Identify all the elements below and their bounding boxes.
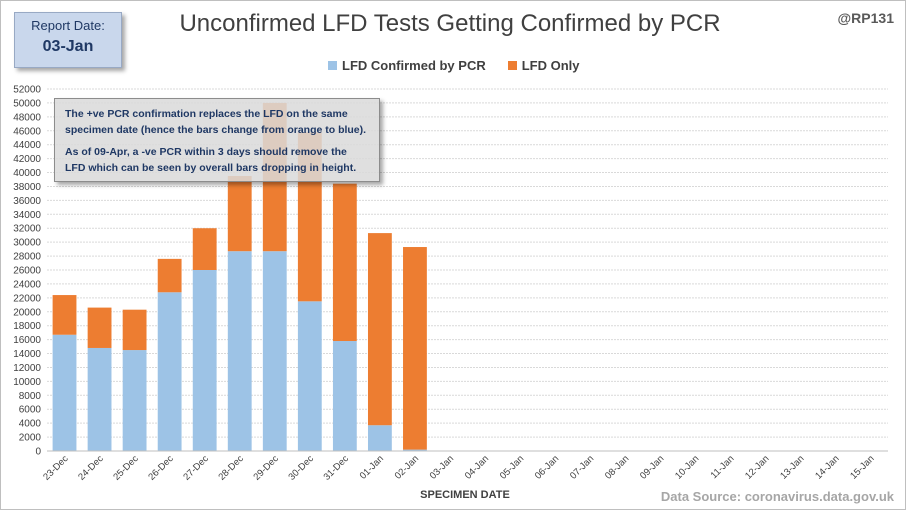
bar-confirmed-01-Jan <box>367 425 392 451</box>
y-tick-label: 26000 <box>13 266 41 277</box>
bar-lfd-only-25-Dec <box>122 309 147 351</box>
x-tick-label: 06-Jan <box>533 453 561 481</box>
legend-swatch-lfd-only <box>507 61 517 70</box>
bar-confirmed-24-Dec <box>87 347 112 451</box>
y-tick-label: 10000 <box>13 377 41 388</box>
x-tick-label: 11-Jan <box>709 453 737 481</box>
x-tick-label: 02-Jan <box>393 453 421 481</box>
y-tick-label: 48000 <box>13 112 41 123</box>
y-tick-label: 38000 <box>13 182 41 193</box>
annotation-line-2: As of 09-Apr, a -ve PCR within 3 days sh… <box>65 146 357 174</box>
bar-confirmed-26-Dec <box>157 292 182 451</box>
bar-lfd-only-28-Dec <box>227 176 252 252</box>
x-tick-label: 23-Dec <box>41 453 71 483</box>
bar-lfd-only-24-Dec <box>87 307 112 348</box>
y-tick-label: 12000 <box>13 363 41 374</box>
bar-confirmed-02-Jan <box>403 449 427 451</box>
x-tick-label: 24-Dec <box>76 453 106 483</box>
x-tick-label: 04-Jan <box>463 453 491 481</box>
bar-confirmed-28-Dec <box>227 251 252 451</box>
y-tick-label: 42000 <box>13 154 41 165</box>
y-tick-label: 20000 <box>13 307 41 318</box>
bar-lfd-only-01-Jan <box>367 233 392 426</box>
y-tick-label: 4000 <box>19 419 42 430</box>
y-tick-label: 30000 <box>13 238 41 249</box>
chart-title: Unconfirmed LFD Tests Getting Confirmed … <box>179 10 721 37</box>
x-tick-label: 05-Jan <box>498 453 526 481</box>
y-tick-label: 14000 <box>13 349 41 360</box>
legend-swatch-confirmed <box>328 61 337 70</box>
y-tick-label: 52000 <box>13 85 41 96</box>
legend-label-lfd-only: LFD Only <box>521 58 580 73</box>
x-tick-label: 10-Jan <box>673 453 701 481</box>
bar-confirmed-30-Dec <box>297 301 322 451</box>
x-tick-label: 26-Dec <box>146 453 176 483</box>
y-tick-label: 36000 <box>13 196 41 207</box>
legend-item-confirmed: LFD Confirmed by PCR <box>328 58 486 73</box>
x-tick-label: 27-Dec <box>181 453 211 483</box>
bar-confirmed-25-Dec <box>122 350 147 451</box>
x-tick-label: 09-Jan <box>638 453 666 481</box>
x-axis-ticks: 23-Dec 24-Dec 25-Dec 26-Dec 27-Dec 28-Dec 29-D… <box>41 453 876 483</box>
bar-confirmed-23-Dec <box>52 334 77 451</box>
bar-lfd-only-27-Dec <box>192 228 217 270</box>
x-tick-label: 07-Jan <box>568 453 596 481</box>
y-tick-label: 0 <box>35 447 41 458</box>
x-tick-label: 28-Dec <box>216 453 246 483</box>
chart-legend: LFD Confirmed by PCR LFD Only <box>328 58 580 73</box>
bar-lfd-only-02-Jan <box>403 247 427 450</box>
gridlines <box>47 88 888 452</box>
report-date-value: 03-Jan <box>42 38 94 55</box>
y-tick-label: 50000 <box>13 98 41 109</box>
bar-confirmed-31-Dec <box>332 341 357 451</box>
y-tick-label: 40000 <box>13 168 41 179</box>
annotation-line-1: The +ve PCR confirmation replaces the LF… <box>65 108 367 136</box>
legend-label-confirmed: LFD Confirmed by PCR <box>342 58 486 73</box>
y-tick-label: 32000 <box>13 224 41 235</box>
annotation-note: The +ve PCR confirmation replaces the LF… <box>54 98 380 182</box>
bar-lfd-only-23-Dec <box>52 295 77 335</box>
y-tick-label: 44000 <box>13 140 41 151</box>
y-tick-label: 6000 <box>19 405 42 416</box>
report-date-box: Report Date: 03-Jan <box>14 12 122 68</box>
legend-item-lfd-only: LFD Only <box>507 58 580 73</box>
x-tick-label: 03-Jan <box>428 453 456 481</box>
x-tick-label: 08-Jan <box>603 453 631 481</box>
y-tick-label: 18000 <box>13 321 41 332</box>
x-tick-label: 14-Jan <box>813 453 841 481</box>
bar-lfd-only-26-Dec <box>157 258 182 293</box>
x-tick-label: 01-Jan <box>358 453 386 481</box>
y-axis-ticks: 0 2000 4000 6000 8000 10000 12000 14000 16000 180… <box>13 85 41 458</box>
report-date-label: Report Date: <box>31 18 105 33</box>
y-tick-label: 22000 <box>13 293 41 304</box>
x-axis-label: SPECIMEN DATE <box>420 489 510 501</box>
y-tick-label: 2000 <box>19 433 42 444</box>
data-source: Data Source: coronavirus.data.gov.uk <box>660 489 894 504</box>
x-tick-label: 13-Jan <box>778 453 806 481</box>
x-tick-label: 12-Jan <box>743 453 771 481</box>
x-tick-label: 25-Dec <box>111 453 141 483</box>
bar-confirmed-27-Dec <box>192 270 217 451</box>
x-tick-label: 15-Jan <box>848 453 876 481</box>
y-tick-label: 24000 <box>13 279 41 290</box>
author-handle: @RP131 <box>837 10 894 26</box>
x-tick-label: 29-Dec <box>251 453 281 483</box>
y-tick-label: 16000 <box>13 335 41 346</box>
bar-lfd-only-31-Dec <box>332 183 357 342</box>
y-tick-label: 28000 <box>13 252 41 263</box>
y-tick-label: 8000 <box>19 391 42 402</box>
bar-confirmed-29-Dec <box>262 251 287 451</box>
y-tick-label: 34000 <box>13 210 41 221</box>
x-tick-label: 31-Dec <box>322 453 352 483</box>
y-tick-label: 46000 <box>13 126 41 137</box>
x-tick-label: 30-Dec <box>287 453 317 483</box>
